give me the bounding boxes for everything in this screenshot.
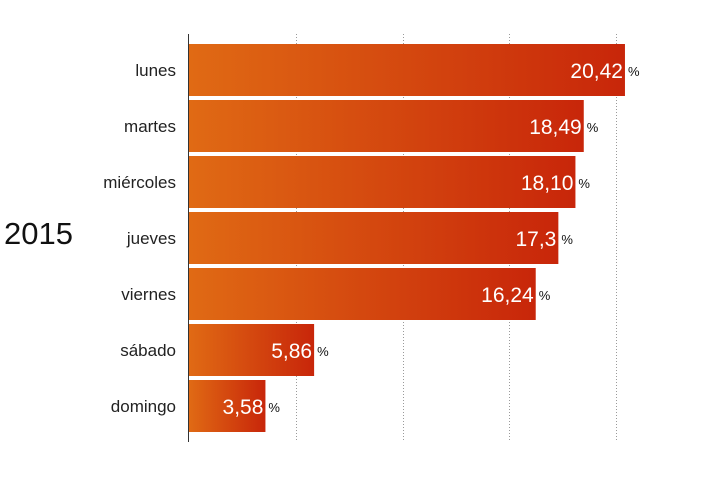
value-label: 3,58 [223,396,264,419]
bar-sábado [189,324,315,376]
category-label: jueves [126,229,176,248]
unit-label: % [587,120,599,135]
bar-domingo [189,380,266,432]
value-label: 5,86 [271,340,312,363]
category-label: martes [124,117,176,136]
bar-group-4: viernes 16,24% [121,268,551,320]
bar-group-6: domingo 3,58% [111,380,280,432]
bar-group-5: sábado 5,86% [120,324,329,376]
bar-viernes [189,268,536,320]
value-label: 20,42 [570,60,623,83]
bar-group-3: jueves 17,3% [126,212,573,264]
value-label: 18,10 [521,172,574,195]
unit-label: % [578,176,590,191]
bar-jueves [189,212,559,264]
bar-martes [189,100,584,152]
bar-lunes [189,44,625,96]
bar-group-2: miércoles 18,10% [103,156,590,208]
category-label: sábado [120,341,176,360]
group-label-year: 2015 [4,216,73,251]
unit-label: % [628,64,640,79]
unit-label: % [561,232,573,247]
unit-label: % [268,400,280,415]
bar-group-1: martes 18,49% [124,100,599,152]
category-label: lunes [135,61,176,80]
unit-label: % [317,344,329,359]
category-label: domingo [111,397,176,416]
unit-label: % [539,288,551,303]
bar-miércoles [189,156,576,208]
value-label: 16,24 [481,284,534,307]
category-label: miércoles [103,173,176,192]
category-label: viernes [121,285,176,304]
value-label: 18,49 [529,116,582,139]
value-label: 17,3 [515,228,556,251]
bar-group-0: lunes 20,42% [135,44,640,96]
